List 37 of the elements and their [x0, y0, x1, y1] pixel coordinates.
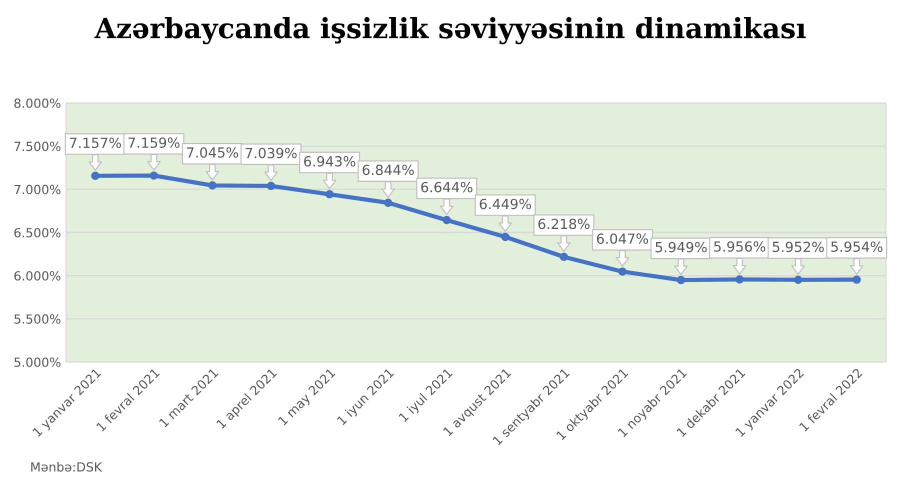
- text: Mənbə:DSK: [31, 462, 102, 472]
- point: [618, 267, 627, 276]
- point: [560, 252, 568, 262]
- point: [852, 275, 861, 284]
- point: [325, 190, 334, 198]
- data-label: 7.157%: [70, 138, 121, 148]
- y-tick-label: 5.500%: [14, 314, 60, 324]
- y-tick-label: 8.000%: [14, 98, 60, 108]
- data-label: 7.159%: [128, 137, 180, 148]
- point: [208, 181, 217, 190]
- y-tick-label: 7.000%: [14, 184, 60, 194]
- data-label: 5.949%: [656, 242, 707, 252]
- data-label: 6.047%: [596, 233, 648, 244]
- data-label: 6.943%: [304, 156, 356, 167]
- y-tick-label: 7.500%: [14, 142, 60, 152]
- data-label: 5.952%: [772, 242, 824, 252]
- chart-title: Azərbaycanda işsizlik səviyyəsinin dinamikası: [94, 17, 806, 44]
- point: [676, 276, 686, 284]
- point: [442, 216, 451, 224]
- data-label: 7.045%: [187, 147, 238, 158]
- point: [794, 276, 802, 284]
- y-tick-label: 5.000%: [14, 357, 60, 367]
- data-label: 6.644%: [421, 182, 472, 192]
- point: [384, 198, 392, 207]
- data-label: 5.954%: [831, 241, 882, 252]
- data-label: 7.039%: [246, 148, 297, 158]
- data-label: 5.956%: [714, 241, 766, 252]
- data-label: 6.218%: [538, 218, 590, 230]
- point: [91, 172, 100, 180]
- data-label: 6.449%: [480, 198, 531, 210]
- y-tick-label: 6.500%: [14, 228, 60, 238]
- data-label: 6.844%: [362, 164, 414, 176]
- y-tick-label: 6.000%: [14, 271, 60, 281]
- point: [501, 232, 510, 242]
- point: [150, 171, 158, 180]
- point: [735, 275, 744, 284]
- point: [266, 182, 276, 190]
